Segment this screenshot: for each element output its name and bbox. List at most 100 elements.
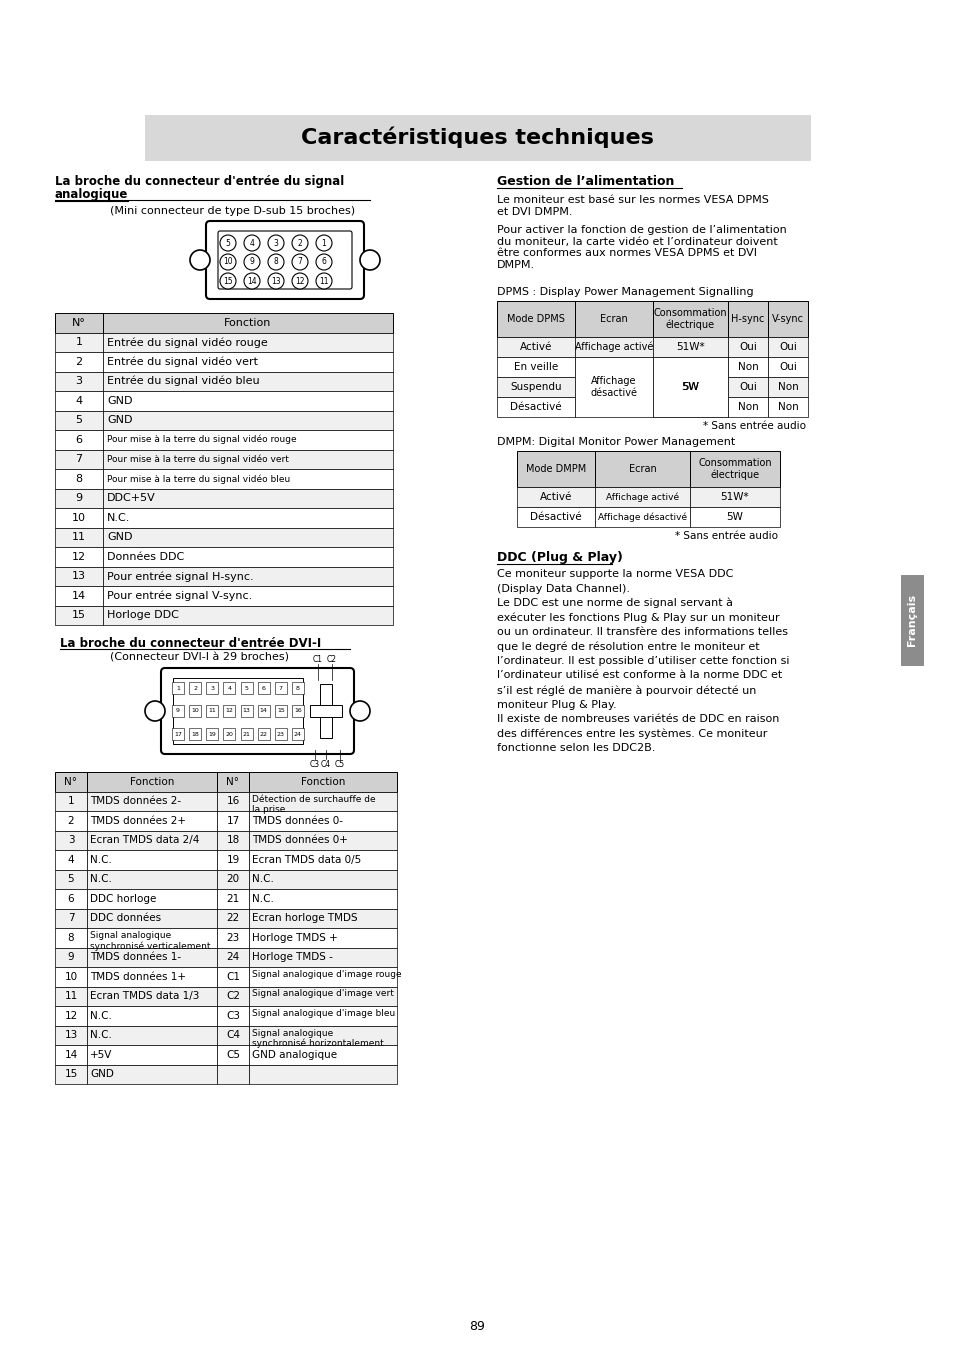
Bar <box>216 850 249 870</box>
Text: Entrée du signal vidéo rouge: Entrée du signal vidéo rouge <box>107 336 268 347</box>
Text: C1: C1 <box>226 971 240 982</box>
Bar <box>189 705 201 717</box>
Bar <box>55 771 87 792</box>
Bar <box>87 850 216 870</box>
Bar <box>87 1046 216 1065</box>
Text: 89: 89 <box>469 1320 484 1333</box>
Text: moniteur Plug & Play.: moniteur Plug & Play. <box>497 700 616 709</box>
Text: N.C.: N.C. <box>90 1011 112 1021</box>
Text: 4: 4 <box>227 685 232 690</box>
Text: (Connecteur DVI-I à 29 broches): (Connecteur DVI-I à 29 broches) <box>110 653 289 663</box>
Text: 8: 8 <box>68 932 74 943</box>
Bar <box>216 967 249 986</box>
Bar <box>652 336 727 357</box>
Text: Activé: Activé <box>539 492 572 503</box>
Bar <box>216 1065 249 1084</box>
Bar <box>55 353 103 372</box>
Bar <box>652 357 727 377</box>
Bar <box>103 489 393 508</box>
Text: Gestion de l’alimentation: Gestion de l’alimentation <box>497 176 674 188</box>
Bar <box>689 486 780 507</box>
Text: Désactivé: Désactivé <box>530 512 581 521</box>
Text: Fonction: Fonction <box>130 777 174 786</box>
Text: Pour entrée signal H-sync.: Pour entrée signal H-sync. <box>107 571 253 581</box>
Bar <box>223 705 235 717</box>
Text: +5V: +5V <box>90 1050 112 1059</box>
Text: 8: 8 <box>75 474 83 484</box>
Bar <box>55 508 103 527</box>
Text: C4: C4 <box>226 1031 240 1040</box>
Text: Il existe de nombreuses variétés de DDC en raison: Il existe de nombreuses variétés de DDC … <box>497 713 779 724</box>
Bar <box>206 705 218 717</box>
Text: Non: Non <box>737 403 758 412</box>
Text: 13: 13 <box>271 277 280 285</box>
Bar <box>249 967 396 986</box>
Circle shape <box>220 273 235 289</box>
Text: Signal analogique
synchronisé verticalement: Signal analogique synchronisé verticalem… <box>90 931 211 951</box>
Bar <box>216 870 249 889</box>
Bar <box>55 1006 87 1025</box>
Bar <box>767 336 807 357</box>
Text: 5: 5 <box>68 874 74 885</box>
Bar <box>87 947 216 967</box>
Bar <box>240 682 253 694</box>
Bar <box>103 566 393 586</box>
Bar <box>216 889 249 908</box>
Bar <box>652 357 727 417</box>
Text: 19: 19 <box>208 731 216 736</box>
Bar <box>216 771 249 792</box>
Text: Pour mise à la terre du signal vidéo vert: Pour mise à la terre du signal vidéo ver… <box>107 454 289 463</box>
Bar <box>517 507 595 527</box>
Text: Caractéristiques techniques: Caractéristiques techniques <box>300 127 653 149</box>
Text: 7: 7 <box>68 913 74 923</box>
Bar <box>206 728 218 740</box>
Text: Affichage désactivé: Affichage désactivé <box>598 512 686 521</box>
Bar <box>274 682 287 694</box>
Bar <box>223 682 235 694</box>
Bar <box>103 469 393 489</box>
Bar <box>172 705 184 717</box>
Text: 7: 7 <box>75 454 83 465</box>
Text: La broche du connecteur d'entrée DVI-I: La broche du connecteur d'entrée DVI-I <box>60 638 321 650</box>
Circle shape <box>244 254 260 270</box>
Text: 19: 19 <box>226 855 239 865</box>
Text: GND: GND <box>107 396 132 405</box>
Bar <box>497 397 575 417</box>
Text: 22: 22 <box>259 731 268 736</box>
Bar <box>55 450 103 469</box>
Text: 12: 12 <box>64 1011 77 1021</box>
Bar <box>55 811 87 831</box>
Text: 23: 23 <box>276 731 285 736</box>
FancyBboxPatch shape <box>218 231 352 289</box>
Bar <box>249 1006 396 1025</box>
Text: 1: 1 <box>321 239 326 247</box>
Bar <box>652 397 727 417</box>
Bar <box>55 986 87 1006</box>
Bar <box>172 682 184 694</box>
Circle shape <box>292 273 308 289</box>
Bar <box>310 705 341 717</box>
Text: N.C.: N.C. <box>90 874 112 885</box>
FancyBboxPatch shape <box>161 667 354 754</box>
Text: La broche du connecteur d'entrée du signal: La broche du connecteur d'entrée du sign… <box>55 176 344 188</box>
Text: Ecran TMDS data 2/4: Ecran TMDS data 2/4 <box>90 835 199 846</box>
Bar <box>216 908 249 928</box>
Circle shape <box>315 254 332 270</box>
Bar <box>249 908 396 928</box>
Bar <box>172 728 184 740</box>
Bar <box>55 831 87 850</box>
Text: V-sync: V-sync <box>771 313 803 324</box>
Bar <box>87 870 216 889</box>
Text: 6: 6 <box>321 258 326 266</box>
Text: Activé: Activé <box>519 342 552 353</box>
Bar <box>87 908 216 928</box>
Bar <box>216 792 249 811</box>
Text: l’ordinateur. Il est possible d’utiliser cette fonction si: l’ordinateur. Il est possible d’utiliser… <box>497 657 789 666</box>
Bar <box>274 705 287 717</box>
Text: 4: 4 <box>75 396 83 405</box>
Text: 10: 10 <box>223 258 233 266</box>
Bar <box>145 115 809 159</box>
Bar <box>87 889 216 908</box>
Bar <box>497 357 575 377</box>
Text: 4: 4 <box>68 855 74 865</box>
